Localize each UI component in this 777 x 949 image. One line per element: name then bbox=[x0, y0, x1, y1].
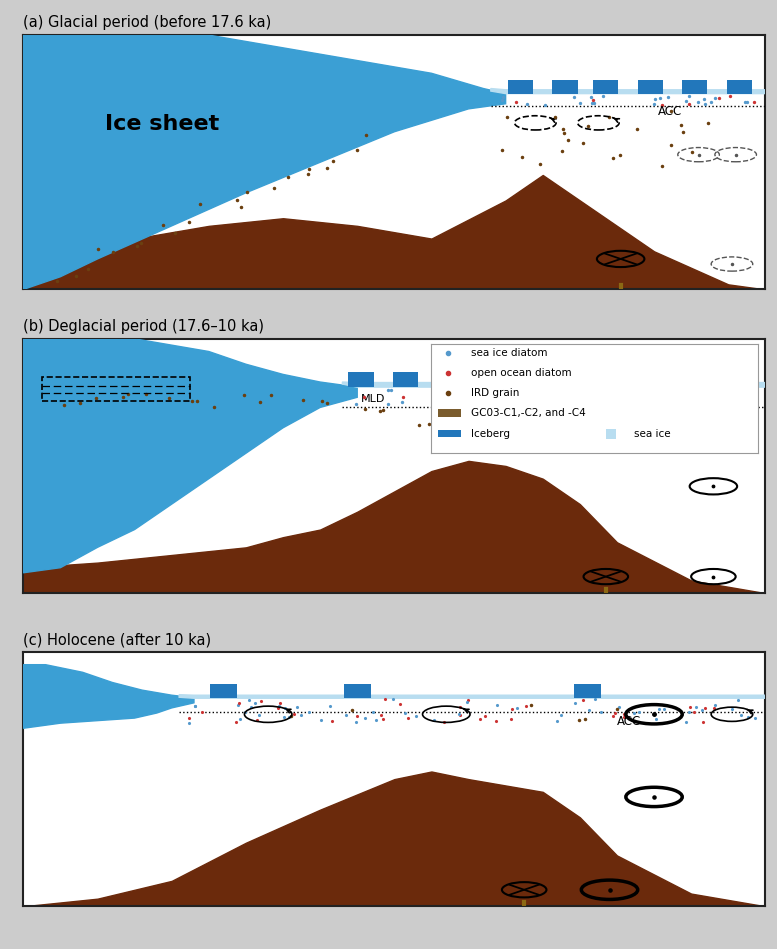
Text: ACC: ACC bbox=[692, 409, 716, 421]
Text: MLD: MLD bbox=[361, 394, 385, 403]
Bar bbox=[438, 430, 461, 437]
Bar bbox=[448, 372, 474, 387]
Text: ACC: ACC bbox=[617, 716, 641, 729]
Polygon shape bbox=[23, 664, 194, 728]
Polygon shape bbox=[491, 88, 765, 94]
Polygon shape bbox=[343, 382, 765, 387]
Text: ACC: ACC bbox=[658, 105, 682, 118]
Bar bbox=[348, 372, 374, 387]
Bar bbox=[508, 80, 533, 94]
Text: sea ice: sea ice bbox=[634, 429, 671, 438]
Bar bbox=[344, 684, 371, 698]
Text: open ocean diatom: open ocean diatom bbox=[471, 368, 571, 378]
Text: Ice sheet: Ice sheet bbox=[105, 114, 219, 134]
Bar bbox=[638, 372, 663, 387]
Bar bbox=[552, 80, 577, 94]
Bar bbox=[682, 80, 708, 94]
Bar bbox=[571, 372, 596, 387]
Text: Iceberg: Iceberg bbox=[471, 429, 510, 438]
Polygon shape bbox=[23, 35, 506, 289]
Bar bbox=[705, 372, 730, 387]
Bar bbox=[438, 410, 461, 418]
Bar bbox=[726, 80, 752, 94]
Bar bbox=[393, 372, 418, 387]
Text: (a) Glacial period (before 17.6 ka): (a) Glacial period (before 17.6 ka) bbox=[23, 15, 271, 30]
Text: (b) Deglacial period (17.6–10 ka): (b) Deglacial period (17.6–10 ka) bbox=[23, 319, 264, 334]
Polygon shape bbox=[179, 695, 765, 698]
Bar bbox=[211, 684, 237, 698]
Bar bbox=[593, 80, 618, 94]
Bar bbox=[42, 377, 190, 401]
Text: sea ice diatom: sea ice diatom bbox=[471, 347, 547, 358]
Text: GC03-C1,-C2, and -C4: GC03-C1,-C2, and -C4 bbox=[471, 408, 585, 419]
Text: (c) Holocene (after 10 ka): (c) Holocene (after 10 ka) bbox=[23, 632, 211, 647]
Polygon shape bbox=[23, 339, 357, 573]
Bar bbox=[574, 684, 601, 698]
Text: IRD grain: IRD grain bbox=[471, 388, 519, 398]
Bar bbox=[638, 80, 663, 94]
Bar bbox=[504, 372, 529, 387]
